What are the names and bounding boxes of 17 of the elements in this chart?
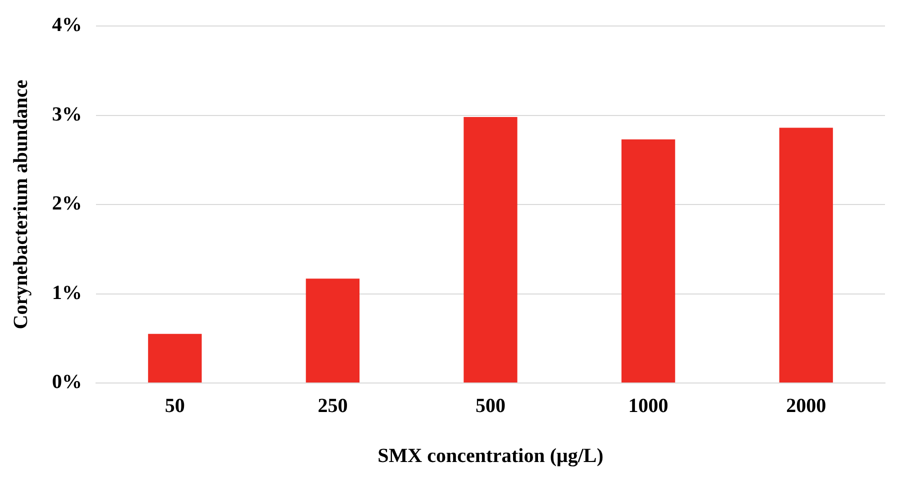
y-tick-label: 0%: [52, 371, 82, 394]
x-axis-title: SMX concentration (μg/L): [378, 445, 604, 468]
x-tick-label: 500: [476, 395, 506, 418]
x-tick-label: 2000: [786, 395, 826, 418]
y-tick-label: 1%: [52, 282, 82, 304]
x-tick-label: 50: [164, 395, 185, 418]
bar: [779, 128, 833, 382]
y-tick-label: 3%: [52, 103, 82, 126]
x-tick-label: 250: [318, 395, 348, 418]
bar: [464, 117, 518, 382]
bar: [148, 334, 202, 382]
x-tick-label: 1000: [628, 395, 668, 418]
y-tick-label: 2%: [52, 192, 82, 215]
bar: [306, 278, 360, 382]
y-tick-label: 4%: [52, 14, 82, 36]
y-axis-title: Corynebacterium abundance: [10, 80, 32, 330]
bar: [621, 139, 676, 382]
